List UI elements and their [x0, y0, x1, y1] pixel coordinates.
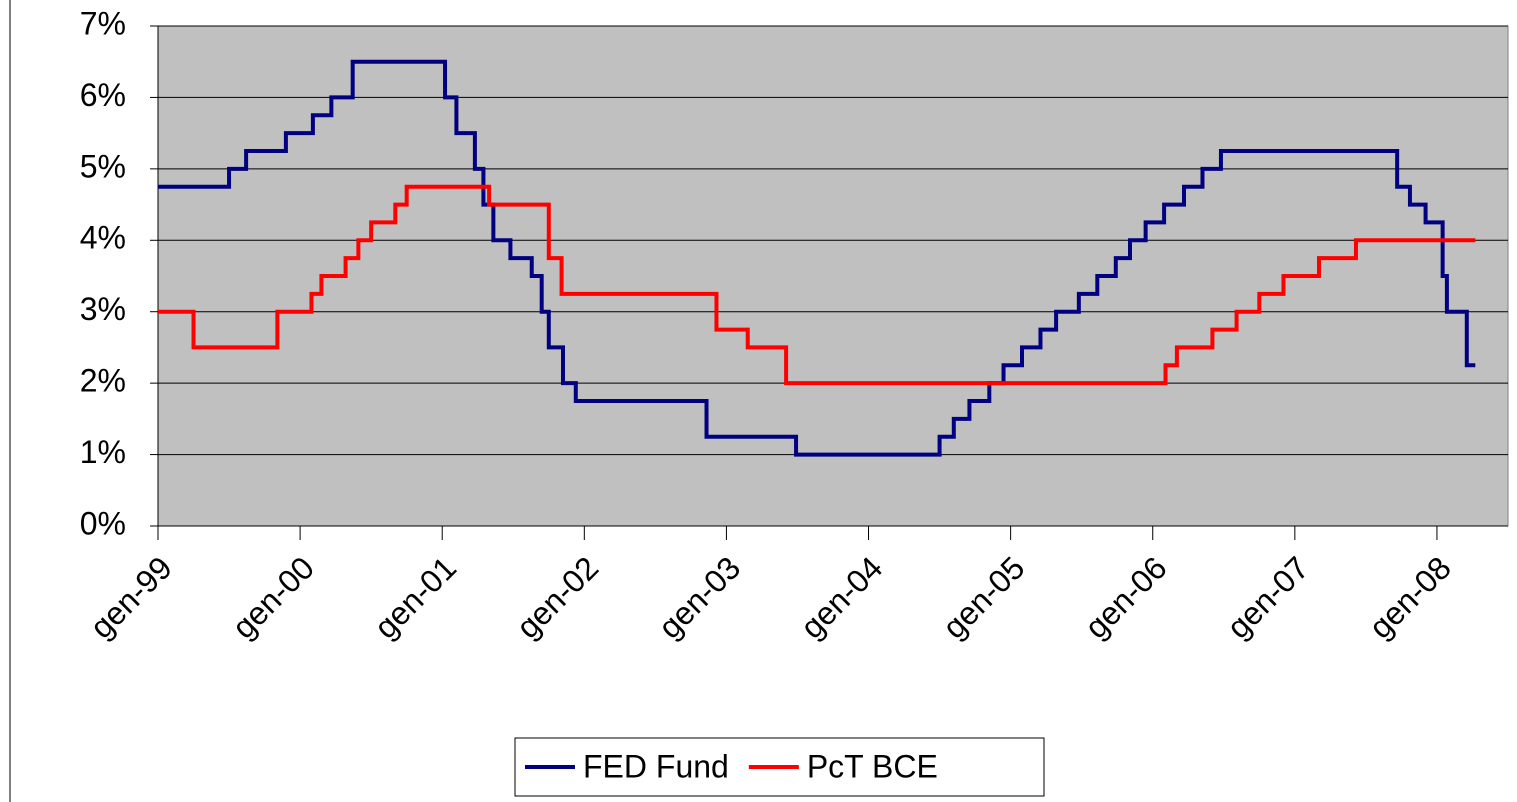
legend-label: FED Fund: [583, 748, 729, 784]
series-line: [158, 59, 1476, 457]
y-tick-label: 3%: [80, 291, 126, 327]
y-tick-label: 5%: [80, 148, 126, 184]
y-tick-label: 0%: [80, 505, 126, 541]
y-tick-label: 4%: [80, 220, 126, 256]
y-tick-label: 6%: [80, 77, 126, 113]
y-tick-label: 7%: [80, 5, 126, 41]
legend-label: PcT BCE: [807, 748, 938, 784]
y-tick-label: 2%: [80, 363, 126, 399]
series-line: [158, 184, 1476, 386]
y-tick-label: 1%: [80, 434, 126, 470]
